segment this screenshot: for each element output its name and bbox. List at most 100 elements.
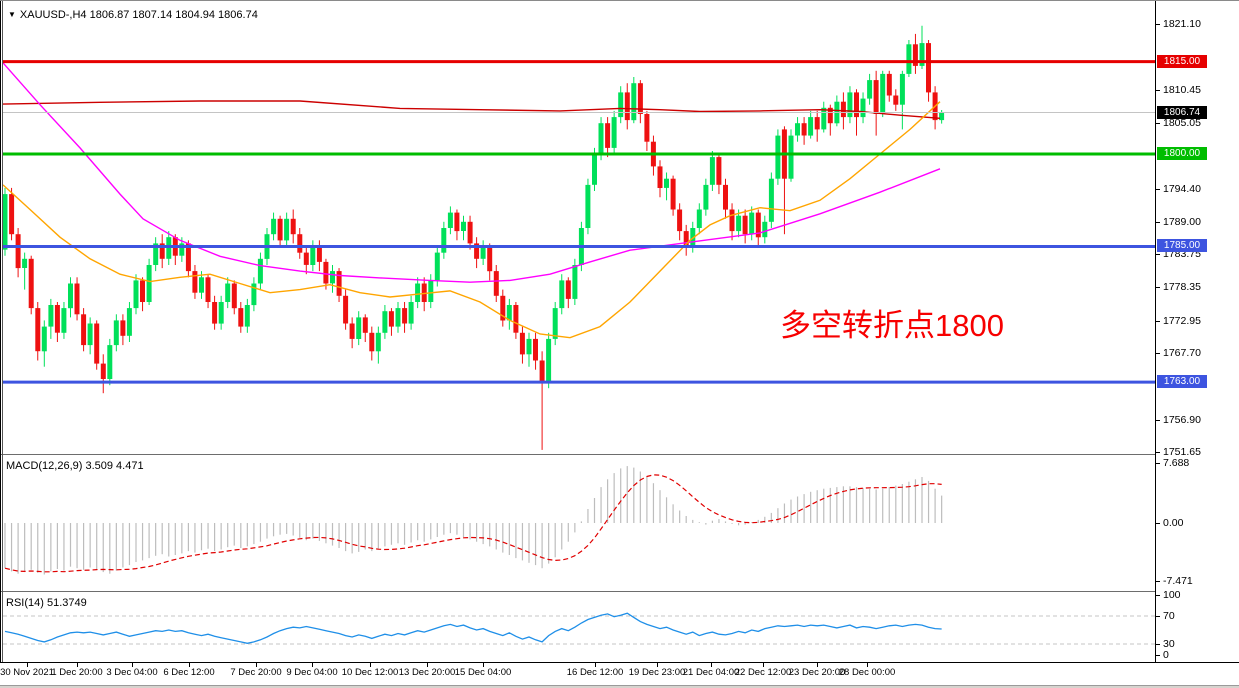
time-tick-mark: [657, 663, 658, 667]
candle-bearish: [729, 209, 735, 232]
main-price-chart[interactable]: [0, 1, 1155, 455]
candle-bullish: [867, 80, 873, 99]
candle-bullish: [395, 308, 401, 327]
candle-bearish: [185, 243, 191, 272]
candle-bearish: [814, 117, 820, 130]
candle-bullish: [847, 92, 853, 118]
price-tick-mark: [1156, 419, 1160, 421]
candle-bearish: [926, 43, 931, 93]
candle-bearish: [421, 283, 427, 302]
price-tick-mark: [1156, 287, 1160, 289]
price-tick-mark: [1156, 254, 1160, 256]
pane-separator-main-macd[interactable]: [0, 454, 1239, 456]
candle-bullish: [61, 308, 67, 333]
macd-panel[interactable]: [0, 456, 1155, 592]
candle-bullish: [618, 92, 624, 118]
candle-bearish: [723, 184, 728, 210]
price-tick-label: 1794.40: [1163, 182, 1201, 195]
candle-bullish: [860, 98, 866, 118]
price-axis[interactable]: 1821.10 1810.45 1805.05 1794.40 1789.00 1783.…: [1155, 1, 1239, 662]
pane-separator-macd-rsi[interactable]: [0, 591, 1239, 593]
price-tick-label: 1810.45: [1163, 83, 1201, 96]
candle-bearish: [9, 194, 15, 235]
candle-bearish: [827, 107, 833, 124]
candle-bullish: [284, 218, 290, 241]
time-tick-label: 3 Dec 04:00: [106, 667, 158, 678]
candle-bearish: [873, 80, 879, 114]
candle-bullish: [788, 135, 794, 179]
candle-bearish: [238, 308, 244, 327]
candle-bullish: [225, 283, 231, 302]
candle-bearish: [140, 280, 145, 302]
rsi-panel[interactable]: [0, 593, 1155, 661]
candle-bullish: [179, 243, 185, 256]
time-tick-mark: [27, 663, 28, 667]
candle-bearish: [467, 221, 473, 244]
candle-bearish: [605, 123, 611, 148]
candle-bullish: [68, 283, 73, 309]
candle-bullish: [48, 305, 54, 327]
candle-bullish: [795, 123, 800, 136]
candle-bullish: [703, 184, 709, 210]
candle-bullish: [2, 194, 8, 250]
rsi-line: [4, 612, 942, 644]
candle-bearish: [893, 95, 899, 105]
candle-bullish: [899, 73, 905, 105]
price-tick-mark: [1156, 188, 1160, 190]
candle-bullish: [709, 157, 715, 185]
rsi-tick-label: 70: [1163, 610, 1175, 622]
price-tick-label: 1789.00: [1163, 215, 1201, 228]
chart-title[interactable]: ▼ XAUUSD-,H4 1806.87 1807.14 1804.94 1806…: [8, 9, 258, 21]
candle-bearish: [742, 215, 748, 235]
candle-bullish: [906, 44, 912, 74]
candle-bearish: [565, 280, 571, 299]
candle-bullish: [506, 305, 512, 321]
candle-bullish: [585, 184, 591, 228]
candle-bullish: [552, 308, 558, 339]
candle-bearish: [120, 320, 126, 336]
time-tick-label: 15 Dec 04:00: [454, 667, 512, 678]
candle-bullish: [356, 317, 362, 339]
rsi-tick-mark: [1156, 616, 1160, 617]
candle-bearish: [624, 92, 630, 121]
candle-bearish: [100, 363, 106, 379]
candle-bearish: [74, 283, 80, 315]
price-tick-mark: [1156, 320, 1160, 322]
candle-bearish: [277, 218, 283, 241]
time-axis[interactable]: 30 Nov 2021 1 Dec 20:00 3 Dec 04:00 6 Dec 1…: [0, 662, 1239, 686]
price-tick-label: 1821.10: [1163, 18, 1201, 30]
price-tick-mark: [1156, 89, 1160, 91]
chart-dropdown-icon[interactable]: ▼: [8, 10, 16, 19]
window-left-border: [0, 1, 1, 662]
time-tick-label: 28 Dec 00:00: [838, 667, 896, 678]
candle-bearish: [290, 218, 296, 235]
candle-bearish: [54, 305, 60, 333]
candle-bearish: [369, 332, 375, 352]
price-line-badge: 1763.00: [1157, 375, 1207, 389]
window-bottom-border: [0, 685, 1239, 688]
chart-text-annotation[interactable]: 多空转折点1800: [780, 308, 1004, 343]
candle-bullish: [775, 135, 781, 179]
candle-bullish: [480, 246, 486, 259]
candle-bearish: [886, 73, 892, 96]
candle-bullish: [598, 123, 604, 154]
candle-bullish: [375, 332, 381, 352]
chart-title-text: XAUUSD-,H4 1806.87 1807.14 1804.94 1806.…: [19, 9, 258, 21]
candle-bullish: [428, 280, 434, 302]
candle-bullish: [631, 83, 637, 121]
time-tick-label: 13 Dec 20:00: [398, 667, 456, 678]
time-tick-label: 6 Dec 12:00: [163, 667, 215, 678]
rsi-tick-mark: [1156, 655, 1160, 656]
price-tick-mark: [1156, 452, 1160, 454]
time-tick-mark: [483, 663, 484, 667]
price-tick-label: 1756.90: [1163, 413, 1201, 426]
candle-bearish: [303, 252, 309, 265]
candle-bearish: [316, 246, 322, 262]
candle-bearish: [192, 271, 198, 293]
candle-bearish: [297, 234, 303, 253]
macd-tick-label: -7.471: [1163, 575, 1193, 588]
macd-tick-mark: [1156, 523, 1160, 524]
rsi-tick-label: 30: [1163, 638, 1175, 650]
candle-bullish: [559, 280, 565, 309]
candle-bullish: [310, 246, 316, 265]
